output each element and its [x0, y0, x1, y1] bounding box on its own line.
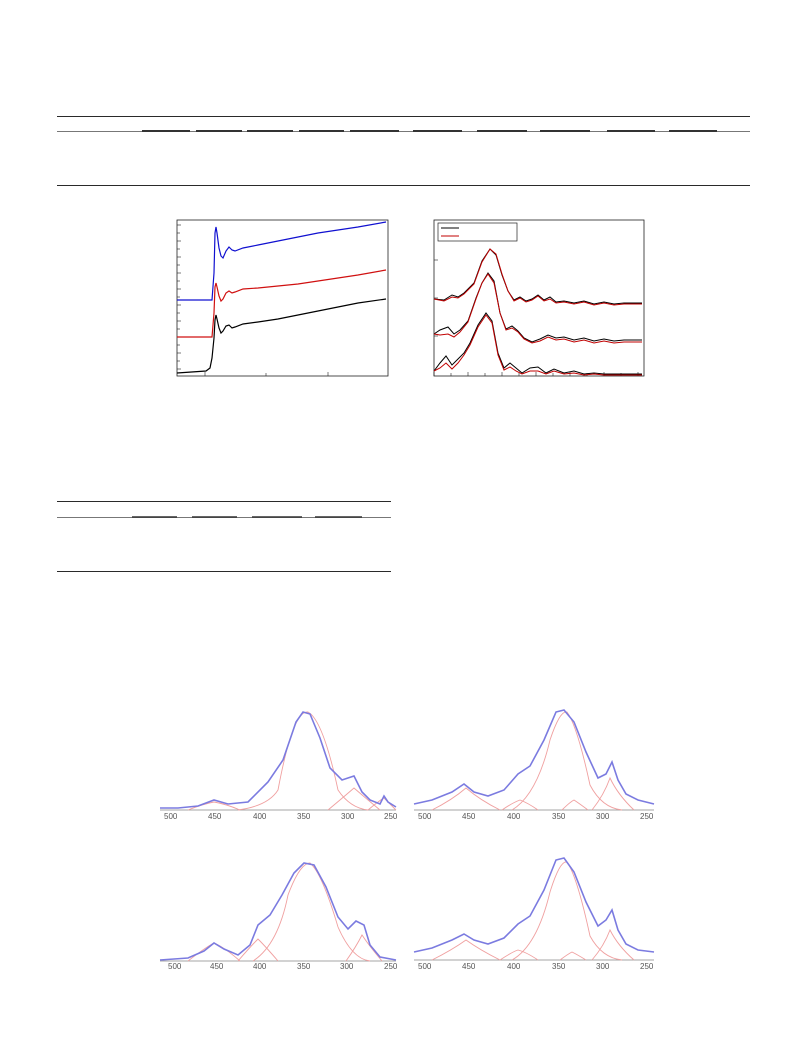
spectrum-panel-a [160, 711, 397, 811]
ft-bot-red [433, 314, 642, 376]
tick-250: 250 [384, 812, 398, 821]
spectrum-b-fit [413, 709, 655, 805]
table-1-bottom-rule [57, 185, 750, 186]
xanes-left-frame [176, 219, 389, 377]
spectrum-a-fit [160, 711, 397, 809]
xanes-left-x-ticks [204, 372, 329, 376]
tick-500: 500 [418, 812, 432, 821]
tick-350: 350 [552, 962, 566, 971]
xanes-left-series-blue [177, 221, 387, 301]
spectrum-d-component-4 [559, 951, 587, 961]
tick-450: 450 [208, 812, 222, 821]
xanes-left-y-ticks [177, 224, 181, 370]
xanes-panel-left [176, 219, 389, 377]
xanes-left-series-red [177, 269, 387, 338]
ft-top-red [433, 248, 642, 306]
tick-400: 400 [253, 962, 267, 971]
spectrum-panel-b [413, 709, 655, 811]
table-1-header-rule [57, 131, 750, 132]
ft-bot-black [433, 312, 642, 375]
tick-350: 350 [552, 812, 566, 821]
tick-450: 450 [462, 812, 476, 821]
spectrum-c-component-3 [252, 862, 371, 962]
ft-y-ticks [434, 259, 438, 337]
tick-400: 400 [507, 812, 521, 821]
spectrum-d-fit [413, 857, 655, 953]
ft-mid-black [433, 272, 642, 343]
spectrum-a-component-2 [237, 711, 369, 811]
tick-500: 500 [164, 812, 178, 821]
tick-250: 250 [640, 812, 654, 821]
table-2-bottom-rule [57, 571, 391, 572]
spectrum-a-component-4 [367, 797, 397, 811]
tick-250: 250 [640, 962, 654, 971]
tick-300: 300 [340, 962, 354, 971]
spectrum-b-component-3 [511, 711, 623, 811]
table-2-top-rule [57, 501, 391, 502]
spectrum-c-tick-labels: 500 450 400 350 300 250 [158, 962, 398, 974]
tick-450: 450 [210, 962, 224, 971]
tick-500: 500 [418, 962, 432, 971]
spectrum-panel-c [159, 862, 397, 962]
table-1-header-cells [142, 130, 717, 132]
spectrum-b-component-4 [561, 799, 589, 811]
spectrum-c-fit [159, 862, 397, 961]
tick-300: 300 [341, 812, 355, 821]
tick-300: 300 [596, 812, 610, 821]
tick-500: 500 [168, 962, 182, 971]
ft-mid-red [433, 273, 642, 344]
spectrum-d-component-5 [591, 928, 635, 961]
spectrum-c-component-4 [345, 934, 383, 962]
spectrum-a-component-3 [327, 787, 381, 811]
tick-350: 350 [297, 962, 311, 971]
table-1-top-rule [57, 116, 750, 117]
spectrum-panel-d [413, 857, 655, 961]
spectrum-b-component-2 [501, 799, 539, 811]
table-2-header-cells [132, 516, 362, 518]
spectrum-d-component-3 [511, 861, 623, 961]
spectrum-b-tick-labels: 500 450 400 350 300 250 [412, 812, 657, 824]
tick-250: 250 [384, 962, 398, 971]
tick-400: 400 [253, 812, 267, 821]
spectrum-d-component-2 [499, 949, 539, 961]
spectrum-b-component-1 [431, 787, 501, 811]
spectrum-d-tick-labels: 500 450 400 350 300 250 [412, 962, 657, 974]
xanes-panel-right [433, 219, 645, 377]
spectrum-c-component-2 [237, 938, 279, 962]
xanes-left-series-black [176, 298, 387, 374]
spectrum-a-tick-labels: 500 450 400 350 300 250 [158, 812, 398, 824]
tick-450: 450 [462, 962, 476, 971]
tick-400: 400 [507, 962, 521, 971]
tick-350: 350 [297, 812, 311, 821]
ft-legend [437, 222, 518, 242]
spectrum-b-component-5 [591, 776, 635, 811]
spectrum-d-component-1 [431, 939, 501, 961]
ft-top-black [433, 248, 642, 305]
tick-300: 300 [596, 962, 610, 971]
